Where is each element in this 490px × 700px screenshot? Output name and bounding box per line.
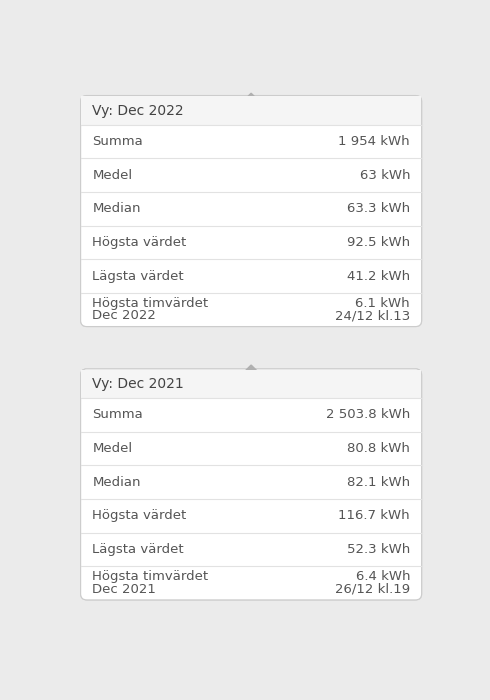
- FancyBboxPatch shape: [81, 95, 421, 326]
- Bar: [81, 97, 421, 125]
- Text: 63 kWh: 63 kWh: [360, 169, 410, 182]
- Polygon shape: [244, 93, 258, 100]
- Text: 82.1 kWh: 82.1 kWh: [347, 476, 410, 489]
- Text: Vy: Dec 2022: Vy: Dec 2022: [92, 104, 184, 118]
- Text: Högsta timvärdet: Högsta timvärdet: [92, 570, 208, 583]
- Text: 52.3 kWh: 52.3 kWh: [347, 543, 410, 556]
- Text: Dec 2021: Dec 2021: [92, 582, 156, 596]
- Text: 80.8 kWh: 80.8 kWh: [347, 442, 410, 455]
- FancyBboxPatch shape: [81, 95, 421, 326]
- Text: Summa: Summa: [92, 409, 143, 421]
- Polygon shape: [244, 365, 258, 372]
- Text: Högsta värdet: Högsta värdet: [92, 236, 187, 249]
- Text: Medel: Medel: [92, 442, 132, 455]
- Text: Median: Median: [92, 202, 141, 216]
- Text: 63.3 kWh: 63.3 kWh: [347, 202, 410, 216]
- Text: Medel: Medel: [92, 169, 132, 182]
- Text: 26/12 kl.19: 26/12 kl.19: [335, 582, 410, 596]
- FancyBboxPatch shape: [81, 369, 421, 600]
- Text: 6.4 kWh: 6.4 kWh: [356, 570, 410, 583]
- Text: Dec 2022: Dec 2022: [92, 309, 156, 322]
- Text: Vy: Dec 2021: Vy: Dec 2021: [92, 377, 184, 391]
- Text: Högsta värdet: Högsta värdet: [92, 510, 187, 522]
- Text: 6.1 kWh: 6.1 kWh: [355, 297, 410, 309]
- Text: 24/12 kl.13: 24/12 kl.13: [335, 309, 410, 322]
- Text: Lägsta värdet: Lägsta värdet: [92, 543, 184, 556]
- Text: Högsta timvärdet: Högsta timvärdet: [92, 297, 208, 309]
- Text: Lägsta värdet: Lägsta värdet: [92, 270, 184, 283]
- Bar: [81, 370, 421, 398]
- Text: 1 954 kWh: 1 954 kWh: [339, 135, 410, 148]
- Text: 41.2 kWh: 41.2 kWh: [347, 270, 410, 283]
- Text: Summa: Summa: [92, 135, 143, 148]
- Text: Median: Median: [92, 476, 141, 489]
- Text: 92.5 kWh: 92.5 kWh: [347, 236, 410, 249]
- FancyBboxPatch shape: [81, 369, 421, 600]
- Text: 2 503.8 kWh: 2 503.8 kWh: [326, 409, 410, 421]
- Text: 116.7 kWh: 116.7 kWh: [339, 510, 410, 522]
